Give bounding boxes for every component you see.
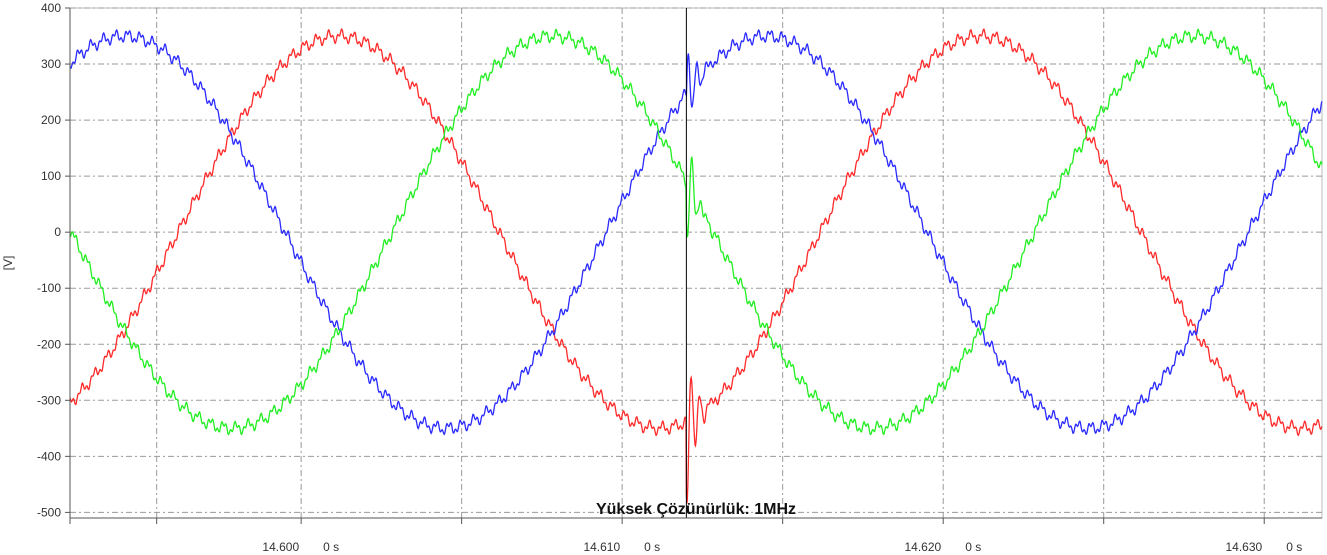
series-layer	[69, 28, 1323, 504]
resolution-annotation: Yüksek Çözünürlük: 1MHz	[596, 501, 796, 518]
series-line-2	[69, 28, 1323, 436]
x-tick-unit: 0 s	[1286, 540, 1302, 554]
x-tick-unit: 0 s	[323, 540, 339, 554]
y-tick-label: -300	[37, 393, 61, 407]
y-tick-label: -400	[37, 449, 61, 463]
axis-layer: 400 300 200 100 0 -100 -200 -300 -400 -500 14.600 0…	[37, 1, 1322, 554]
series-line-0	[69, 28, 1323, 504]
grid-layer	[69, 7, 1323, 519]
y-tick-label: -100	[37, 281, 61, 295]
y-tick-label: 200	[41, 113, 61, 127]
y-tick-label: -200	[37, 337, 61, 351]
x-tick-label: 14.620	[904, 540, 941, 554]
y-tick-label: -500	[37, 505, 61, 519]
y-axis-label: [V]	[1, 256, 15, 271]
y-tick-label: 300	[41, 57, 61, 71]
x-tick-unit: 0 s	[644, 540, 660, 554]
y-tick-label: 100	[41, 169, 61, 183]
series-line-1	[69, 29, 1323, 436]
y-tick-label: 400	[41, 1, 61, 15]
x-tick-label: 14.610	[583, 540, 620, 554]
x-tick-unit: 0 s	[965, 540, 981, 554]
x-tick-label: 14.600	[262, 540, 299, 554]
y-tick-label: 0	[54, 225, 61, 239]
x-tick-label: 14.630	[1226, 540, 1263, 554]
